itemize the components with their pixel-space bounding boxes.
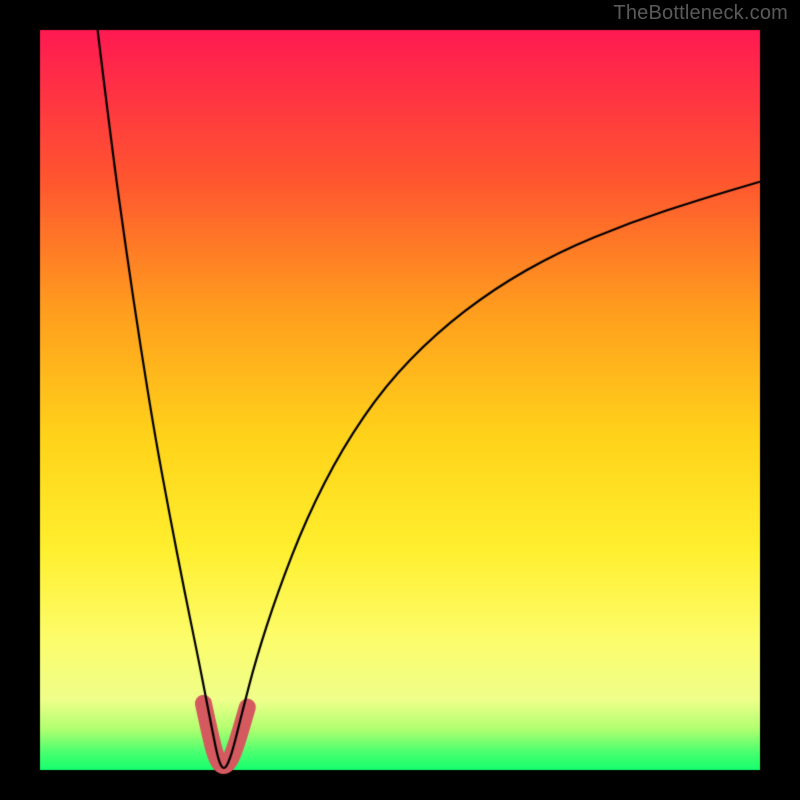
bottleneck-curve-chart — [0, 0, 800, 800]
chart-container: { "watermark": { "text": "TheBottleneck.… — [0, 0, 800, 800]
watermark-text: TheBottleneck.com — [613, 2, 788, 25]
